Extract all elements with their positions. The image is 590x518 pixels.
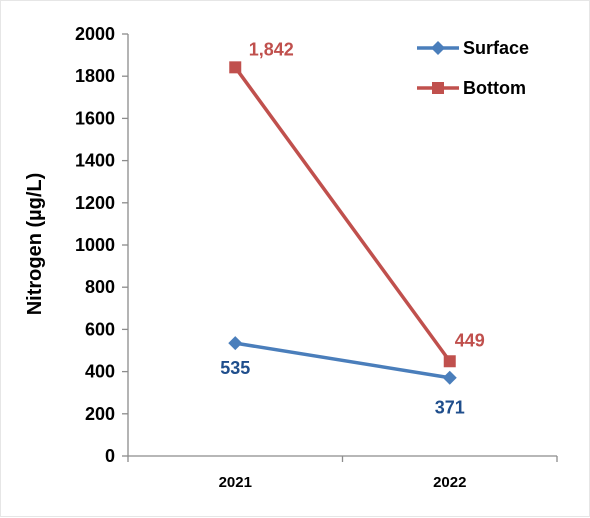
- y-tick-label: 1800: [75, 66, 115, 86]
- y-tick-label: 400: [85, 362, 115, 382]
- data-label-bottom: 1,842: [249, 39, 294, 59]
- data-point-surface: [228, 336, 243, 351]
- x-tick-label: 2021: [219, 474, 252, 491]
- series-line-bottom: [233, 66, 452, 363]
- y-axis-title: Nitrogen (µg/L): [24, 173, 46, 316]
- data-label-surface: 535: [220, 358, 250, 378]
- y-tick-label: 1600: [75, 108, 115, 128]
- y-tick-label: 2000: [75, 24, 115, 44]
- data-point-bottom: [229, 61, 242, 74]
- legend-marker-bottom: [432, 82, 444, 94]
- data-point-bottom: [443, 355, 456, 368]
- y-tick-label: 1000: [75, 235, 115, 255]
- y-tick-label: 800: [85, 277, 115, 297]
- y-tick-label: 1200: [75, 193, 115, 213]
- legend-marker-surface: [431, 41, 445, 55]
- data-label-bottom: 449: [455, 330, 485, 350]
- y-tick-label: 200: [85, 404, 115, 424]
- legend-label-bottom: Bottom: [463, 78, 526, 98]
- series-line-surface: [234, 341, 451, 380]
- y-tick-label: 1400: [75, 151, 115, 171]
- legend-label-surface: Surface: [463, 38, 529, 58]
- data-label-surface: 371: [435, 398, 465, 418]
- data-point-surface: [442, 370, 457, 385]
- y-tick-label: 0: [105, 446, 115, 466]
- x-tick-label: 2022: [433, 474, 466, 491]
- y-tick-label: 600: [85, 319, 115, 339]
